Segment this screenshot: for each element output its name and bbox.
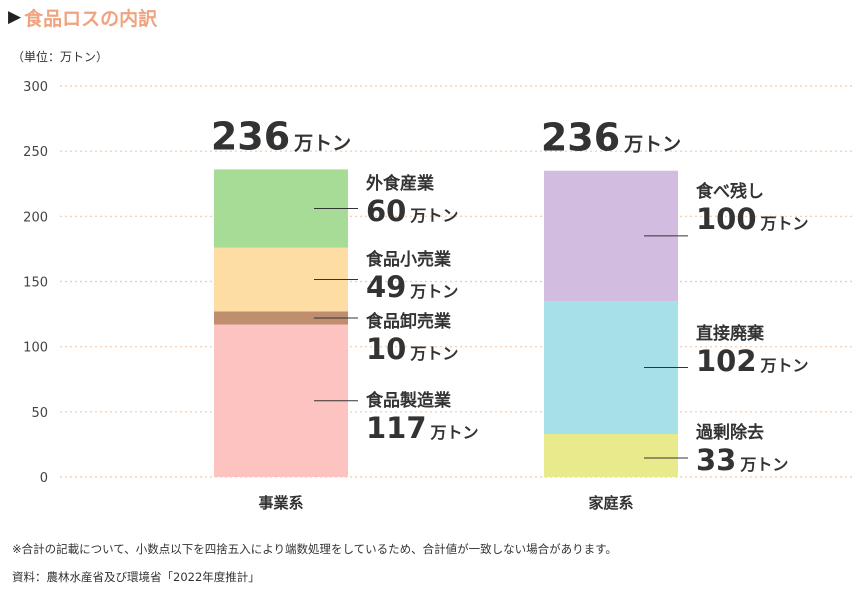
segment-value-label: 117 万トン xyxy=(366,411,479,445)
segment-name-label: 食品小売業 xyxy=(366,249,451,270)
segment-value: 102 xyxy=(696,344,757,378)
y-tick-label: 50 xyxy=(31,406,48,421)
segment-value-label: 60 万トン xyxy=(366,194,458,228)
segment-value-label: 100 万トン xyxy=(696,202,809,236)
y-tick-label: 150 xyxy=(23,276,48,291)
segment-value-label: 10 万トン xyxy=(366,332,458,366)
y-tick-label: 300 xyxy=(23,80,48,95)
x-category-label: 事業系 xyxy=(258,494,303,512)
y-tick-label: 0 xyxy=(40,471,48,486)
segment-name-label: 食品製造業 xyxy=(366,390,451,411)
y-tick-label: 250 xyxy=(23,145,48,160)
segment-unit: 万トン xyxy=(409,206,458,225)
segment-value-label: 49 万トン xyxy=(366,270,458,304)
segment-value: 117 xyxy=(366,411,427,445)
chart-title-text: 食品ロスの内訳 xyxy=(24,7,158,30)
segment-value: 100 xyxy=(696,202,757,236)
total-value: 236 xyxy=(541,116,620,160)
bar-segment-食品卸売業 xyxy=(214,311,348,325)
y-tick-label: 200 xyxy=(23,210,48,225)
segment-unit: 万トン xyxy=(760,214,809,233)
segment-unit: 万トン xyxy=(409,282,458,301)
segment-value-label: 102 万トン xyxy=(696,344,809,378)
segment-unit: 万トン xyxy=(409,344,458,363)
triangle-marker-icon: ▶ xyxy=(8,7,22,27)
total-label: 236 万トン xyxy=(211,114,351,158)
total-unit: 万トン xyxy=(293,132,351,154)
total-value: 236 xyxy=(211,114,290,158)
unit-label: （単位：万トン） xyxy=(12,50,109,64)
segment-unit: 万トン xyxy=(739,455,788,474)
segment-unit: 万トン xyxy=(430,423,479,442)
segment-unit: 万トン xyxy=(760,356,809,375)
total-label: 236 万トン xyxy=(541,116,681,160)
total-unit: 万トン xyxy=(623,134,681,156)
x-category-label: 家庭系 xyxy=(588,494,633,512)
segment-name-label: 外食産業 xyxy=(366,173,434,194)
y-tick-label: 100 xyxy=(23,341,48,356)
segment-name-label: 直接廃棄 xyxy=(696,323,765,344)
segment-name-label: 食べ残し xyxy=(696,181,764,202)
segment-name-label: 過剰除去 xyxy=(696,422,764,443)
bar-segment-過剰除去 xyxy=(544,433,678,477)
source-footnote: 資料：農林水産省及び環境省「2022年度推計」 xyxy=(12,570,260,584)
segment-name-label: 食品卸売業 xyxy=(366,311,451,332)
segment-value: 49 xyxy=(366,270,406,304)
segment-value: 10 xyxy=(366,332,406,366)
segment-value: 33 xyxy=(696,443,736,477)
segment-value: 60 xyxy=(366,194,406,228)
chart-title: ▶ 食品ロスの内訳 xyxy=(8,4,157,30)
rounding-footnote: ※合計の記載について、小数点以下を四捨五入により端数処理をしているため、合計値が… xyxy=(12,542,617,556)
segment-value-label: 33 万トン xyxy=(696,443,788,477)
